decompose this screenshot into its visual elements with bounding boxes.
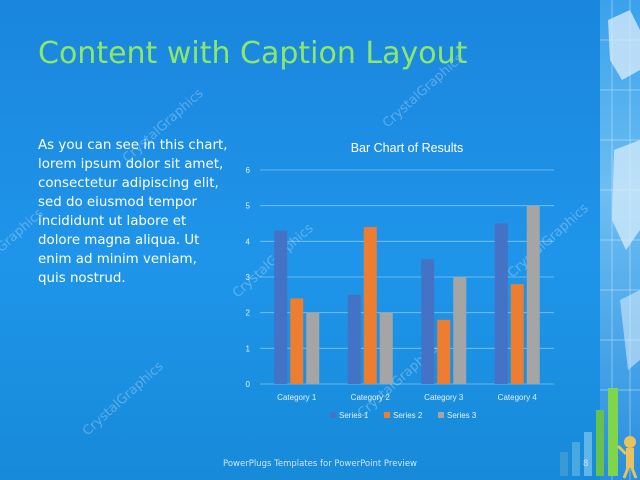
bar xyxy=(379,312,393,384)
bar xyxy=(453,277,467,384)
bar xyxy=(347,294,361,384)
y-tick-label: 0 xyxy=(246,380,251,389)
slide-title[interactable]: Content with Caption Layout xyxy=(38,36,468,71)
y-tick-label: 2 xyxy=(246,309,251,318)
growth-bars-figure xyxy=(556,380,640,480)
y-tick-label: 6 xyxy=(246,166,251,175)
legend-swatch xyxy=(384,412,390,418)
bar-chart[interactable]: Bar Chart of Results 0 1 2 3 4 5 6 Category 1 Cat… xyxy=(236,134,572,434)
caption-text[interactable]: As you can see in this chart, lorem ipsu… xyxy=(38,138,228,286)
legend-swatch xyxy=(438,412,444,418)
x-tick-label: Category 4 xyxy=(498,393,538,402)
bar xyxy=(363,227,377,384)
legend-label: Series 2 xyxy=(393,411,423,420)
bar xyxy=(274,230,288,384)
watermark: CrystalGraphics xyxy=(80,359,167,440)
x-tick-label: Category 1 xyxy=(277,393,317,402)
y-tick-label: 3 xyxy=(246,273,251,282)
globe-decoration xyxy=(600,0,640,480)
page-number: 8 xyxy=(583,459,589,469)
chart-title: Bar Chart of Results xyxy=(351,141,464,155)
y-tick-label: 4 xyxy=(246,237,251,246)
bar xyxy=(421,259,435,384)
legend-swatch xyxy=(330,412,336,418)
y-tick-label: 5 xyxy=(246,202,251,211)
bar xyxy=(306,312,320,384)
x-tick-label: Category 3 xyxy=(424,393,464,402)
footer-text: PowerPlugs Templates for PowerPoint Prev… xyxy=(223,459,417,469)
bar xyxy=(290,298,304,384)
x-tick-label: Category 2 xyxy=(351,393,391,402)
bar xyxy=(494,223,508,384)
y-tick-label: 1 xyxy=(246,344,251,353)
legend-label: Series 1 xyxy=(339,411,369,420)
bar xyxy=(510,284,524,384)
bar xyxy=(526,205,540,384)
legend-label: Series 3 xyxy=(447,411,477,420)
bar xyxy=(437,319,451,384)
